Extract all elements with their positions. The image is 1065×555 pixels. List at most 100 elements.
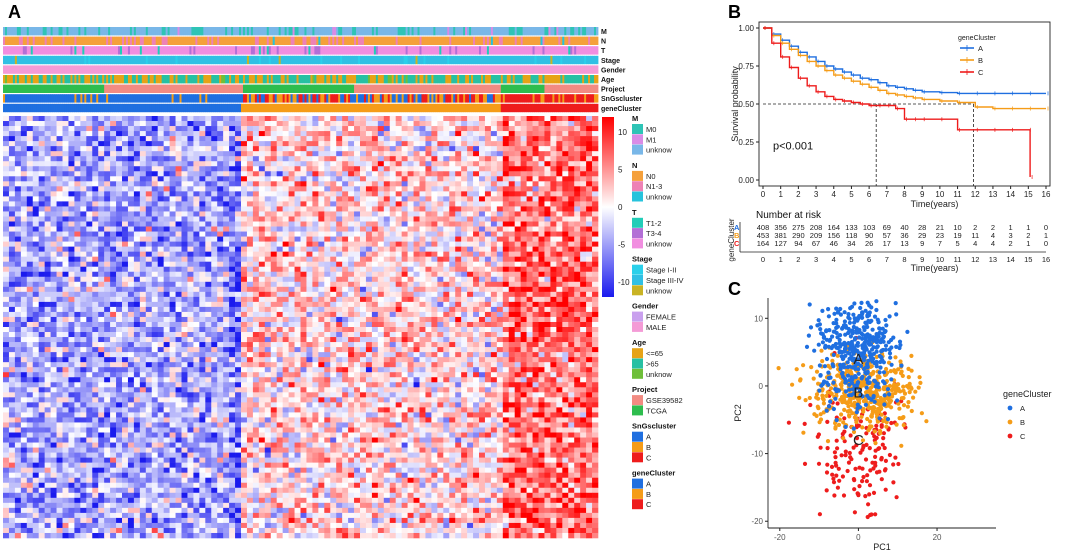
annotation-cell: [484, 65, 488, 74]
annotation-cell: [461, 84, 464, 93]
annotation-cell: [528, 94, 531, 103]
heatmap-cell: [479, 226, 486, 232]
heatmap-cell: [20, 156, 28, 162]
heatmap-cell: [181, 166, 188, 172]
heatmap-cell: [187, 141, 194, 147]
heatmap-cell: [520, 141, 527, 147]
heatmap-cell: [98, 176, 105, 182]
heatmap-cell: [3, 161, 10, 167]
annotation-cell: [187, 27, 190, 36]
heatmap-cell: [193, 216, 200, 222]
annotation-cell: [12, 94, 16, 103]
annotation-cell: [60, 55, 63, 65]
annotation-cell: [389, 27, 393, 36]
heatmap-cell: [419, 116, 426, 122]
heatmap-cell: [282, 226, 289, 232]
heatmap-cell: [574, 156, 581, 162]
annotation-cell: [131, 84, 135, 93]
heatmap-cell: [193, 136, 200, 142]
annotation-cell: [431, 65, 434, 74]
heatmap-cell: [574, 201, 581, 207]
heatmap-cell: [490, 221, 498, 227]
annotation-cell: [199, 94, 202, 103]
annotation-cell: [217, 75, 220, 84]
annotation-cell: [413, 103, 416, 113]
heatmap-cell: [3, 126, 10, 132]
annotation-cell: [373, 94, 377, 103]
annotation-cell: [90, 75, 93, 84]
heatmap-cell: [110, 156, 117, 162]
heatmap-cell: [74, 121, 81, 127]
heatmap-cell: [62, 211, 69, 217]
annotation-cell: [195, 84, 198, 93]
heatmap-cell: [163, 221, 170, 227]
heatmap-cell: [8, 211, 16, 217]
annotation-cell: [576, 75, 579, 84]
heatmap-cell: [175, 221, 182, 227]
annotation-cell: [316, 103, 319, 113]
heatmap-cell: [44, 156, 51, 162]
heatmap-cell: [342, 196, 349, 202]
heatmap-cell: [330, 181, 337, 187]
annotation-cell: [120, 55, 123, 65]
heatmap-cell: [306, 221, 313, 227]
annotation-cell: [326, 27, 329, 36]
heatmap-cell: [550, 176, 557, 182]
annotation-cell: [427, 75, 430, 84]
heatmap-cell: [133, 116, 141, 122]
annotation-cell: [385, 75, 389, 84]
heatmap-cell: [235, 146, 242, 152]
heatmap-cell: [383, 171, 391, 177]
heatmap-cell: [318, 166, 325, 172]
annotation-cell: [586, 103, 589, 113]
heatmap-cell: [431, 126, 438, 132]
heatmap-cell: [151, 121, 158, 127]
annotation-cell: [568, 65, 571, 74]
annotation-cell: [129, 75, 133, 84]
heatmap-cell: [532, 201, 539, 207]
heatmap-cell: [223, 176, 230, 182]
heatmap-cell: [104, 196, 111, 202]
annotation-cell: [274, 94, 278, 103]
annotation-cell: [276, 46, 280, 55]
annotation-cell: [431, 55, 434, 65]
annotation-cell: [558, 27, 561, 36]
heatmap-cell: [199, 116, 206, 122]
annotation-cell: [288, 103, 291, 113]
heatmap-cell: [425, 211, 432, 217]
heatmap-cell: [151, 206, 158, 212]
annotation-cell: [596, 46, 599, 55]
heatmap-cell: [568, 126, 575, 132]
heatmap-cell: [3, 121, 10, 127]
annotation-cell: [46, 103, 50, 113]
heatmap-cell: [365, 161, 373, 167]
heatmap-cell: [252, 196, 260, 202]
annotation-cell: [161, 75, 165, 84]
heatmap-cell: [455, 126, 462, 132]
annotation-cell: [225, 103, 228, 113]
heatmap-cell: [342, 131, 349, 137]
heatmap-cell: [3, 171, 10, 177]
annotation-cell: [508, 65, 512, 74]
annotation-cell: [356, 55, 359, 65]
heatmap-cell: [127, 141, 135, 147]
annotation-cell: [381, 36, 385, 45]
annotation-cell: [213, 55, 216, 65]
annotation-cell: [264, 46, 268, 55]
annotation-cell: [165, 75, 169, 84]
annotation-cell: [334, 84, 337, 93]
annotation-cell: [417, 94, 420, 103]
annotation-cell: [496, 84, 500, 93]
heatmap-cell: [354, 166, 361, 172]
annotation-cell: [490, 94, 494, 103]
annotation-cell: [199, 36, 202, 45]
annotation-cell: [578, 55, 581, 65]
annotation-track-labels: MNTStageGenderAgeProjectSnGsclustergeneC…: [601, 29, 643, 113]
heatmap-cell: [98, 181, 105, 187]
heatmap-cell: [241, 211, 248, 217]
heatmap-cell: [479, 216, 486, 222]
annotation-cell: [143, 75, 147, 84]
annotation-cell: [207, 75, 210, 84]
heatmap-cell: [74, 191, 81, 197]
annotation-cell: [471, 84, 474, 93]
